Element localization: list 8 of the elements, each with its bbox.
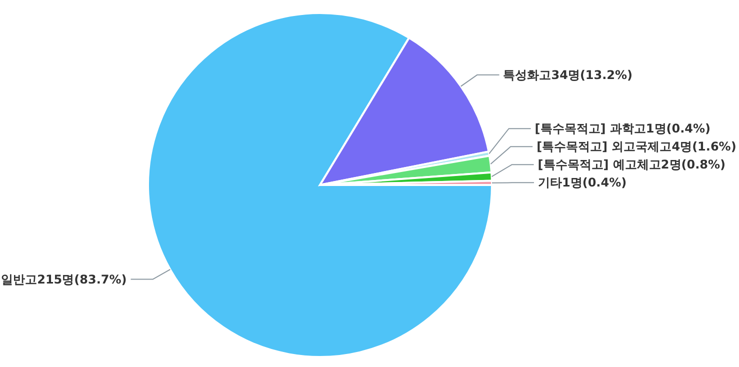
- slice-label: [특수목적고] 외고국제고4명(1.6%): [536, 140, 736, 154]
- slice-label: 특성화고34명(13.2%): [503, 68, 633, 82]
- slice-label: [특수목적고] 과학고1명(0.4%): [534, 122, 711, 136]
- slice-label: 일반고215명(83.7%): [1, 272, 127, 286]
- pie-slice: [147, 12, 493, 358]
- slice-label: [특수목적고] 예고체고2명(0.8%): [538, 158, 726, 172]
- slice-label: 기타1명(0.4%): [538, 176, 627, 190]
- pie-slice: [319, 36, 490, 186]
